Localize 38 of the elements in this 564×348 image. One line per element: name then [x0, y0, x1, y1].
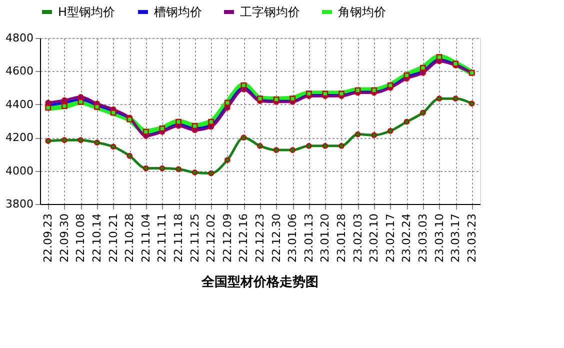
- x-tick-label: 23.01.06: [286, 214, 300, 262]
- x-tick-label: 22.12.30: [270, 214, 283, 262]
- x-tick-label: 23.03.23: [465, 214, 478, 262]
- x-tick-label: 22.10.14: [90, 214, 104, 262]
- x-tick-label: 22.12.02: [204, 214, 218, 262]
- legend-label: 槽钢均价: [154, 5, 202, 19]
- x-tick-label: 22.12.09: [220, 214, 234, 262]
- x-tick-label: 23.01.20: [318, 214, 332, 262]
- y-tick-label: 4600: [6, 64, 34, 78]
- x-tick-label: 23.01.28: [334, 214, 348, 262]
- x-tick-label: 23.03.03: [416, 214, 430, 262]
- y-tick-label: 4000: [6, 164, 34, 178]
- x-tick-label: 22.11.18: [172, 214, 186, 262]
- x-tick-label: 22.11.11: [156, 214, 169, 262]
- x-tick-label: 23.03.10: [432, 214, 446, 262]
- x-tick-label: 23.03.17: [449, 214, 462, 262]
- x-tick-label: 22.12.16: [237, 214, 250, 262]
- x-tick-label: 22.10.21: [106, 214, 120, 262]
- x-tick-label: 22.09.23: [42, 214, 55, 262]
- x-tick-label: 22.12.23: [254, 214, 266, 262]
- x-tick-label: 22.11.04: [139, 214, 152, 262]
- text: 全国型材价格走势图: [200, 274, 318, 290]
- x-tick-label: 23.01.13: [302, 214, 316, 262]
- y-tick-label: 4800: [6, 32, 34, 44]
- x-tick-label: 22.11.25: [188, 214, 202, 262]
- x-tick-label: 22.09.30: [58, 214, 71, 262]
- legend-label: 角钢均价: [338, 5, 386, 19]
- x-tick-label: 23.02.03: [351, 214, 364, 262]
- y-tick-label: 4200: [6, 131, 34, 144]
- legend-label: 工字钢均价: [240, 5, 300, 19]
- x-tick-label: 23.02.10: [368, 214, 381, 262]
- y-tick-label: 4400: [6, 98, 34, 111]
- x-tick-label: 23.02.24: [400, 214, 414, 262]
- x-tick-label: 22.10.08: [74, 214, 88, 262]
- x-tick-label: 22.10.28: [123, 214, 136, 262]
- legend-label: H型钢均价: [58, 5, 116, 19]
- x-tick-label: 23.02.17: [384, 214, 397, 262]
- y-tick-label: 3800: [6, 198, 34, 210]
